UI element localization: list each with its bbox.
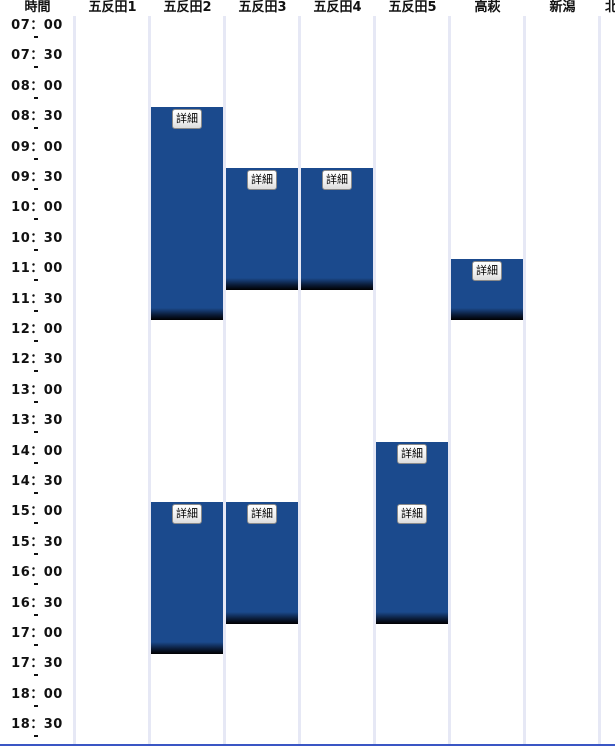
column-divider [223,16,226,744]
room-header: 新潟 [549,0,576,15]
detail-button[interactable]: 詳細 [172,504,202,525]
column-divider [448,16,451,744]
time-tick [34,248,38,251]
time-slot-label: 07：00 [11,18,63,33]
time-slot-label: 09：30 [11,170,63,185]
room-header-row: 時間 五反田1 五反田2 五反田3 五反田4 五反田5 高萩 新潟 北 [0,0,615,16]
time-tick [34,522,38,525]
detail-button[interactable]: 詳細 [397,443,427,464]
booking-block[interactable]: 詳細 [376,502,448,624]
time-slot-label: 12：00 [11,322,63,337]
time-slot-label: 08：00 [11,78,63,94]
time-tick [34,66,38,69]
booking-block[interactable]: 詳細 [151,502,223,655]
detail-button[interactable]: 詳細 [247,504,277,525]
room-header: 五反田3 [238,0,287,15]
detail-button[interactable]: 詳細 [247,170,277,190]
time-slot-label: 13：30 [11,413,63,429]
booking-block[interactable]: 詳細 [151,107,223,320]
time-slot-label: 14：30 [11,474,63,489]
booking-end-shade [451,307,523,320]
booking-end-shade [151,307,223,320]
time-slot-label: 10：30 [11,230,63,246]
time-slot-label: 16：00 [11,565,63,581]
time-tick [34,340,38,342]
time-slot-label: 14：00 [11,443,63,459]
time-axis: 07：00 07：30 08：00 08：30 09：00 09：30 10：00 10：30… [0,16,74,744]
booking-block[interactable]: 詳細 [226,502,298,624]
room-header: 五反田5 [388,0,437,15]
booking-end-shade [226,277,298,290]
time-tick [34,704,38,707]
time-tick [34,309,38,312]
time-tick [34,461,38,464]
time-slot-label: 15：00 [11,504,63,520]
time-slot-label: 13：00 [11,382,63,398]
time-slot-label: 16：30 [11,595,63,611]
booking-block[interactable]: 詳細 [451,259,523,320]
time-slot-label: 12：30 [11,352,63,368]
detail-button[interactable]: 詳細 [472,261,502,282]
detail-button[interactable]: 詳細 [322,170,352,190]
time-tick [34,36,38,38]
time-tick [34,279,38,282]
room-header: 五反田2 [163,0,212,15]
column-divider [73,16,76,744]
booking-block[interactable]: 詳細 [301,168,373,290]
time-tick [34,188,38,190]
room-header: 高萩 [474,0,501,15]
time-tick [34,583,38,586]
detail-button[interactable]: 詳細 [172,109,202,130]
room-header: 五反田1 [88,0,137,15]
booking-end-shade [376,611,448,624]
time-slot-label: 15：30 [11,534,63,550]
room-header: 北 [605,0,615,15]
time-slot-label: 11：30 [11,291,63,307]
time-tick [34,96,38,99]
time-tick [34,674,38,677]
time-tick [34,370,38,373]
time-slot-label: 09：00 [11,139,63,155]
booking-end-shade [301,277,373,290]
time-tick [34,431,38,434]
column-divider [598,16,601,744]
time-slot-label: 17：30 [11,656,63,672]
time-slot-label: 11：00 [11,261,63,277]
time-tick [34,613,38,616]
time-slot-label: 18：30 [11,717,63,733]
time-tick [34,157,38,160]
bottom-divider [0,744,615,746]
time-slot-label: 17：00 [11,626,63,641]
time-tick [34,644,38,646]
column-divider [298,16,301,744]
column-divider [148,16,151,744]
room-header: 五反田4 [313,0,362,15]
time-tick [34,127,38,130]
time-tick [34,552,38,555]
booking-end-shade [226,611,298,624]
booking-end-shade [151,642,223,655]
time-tick [34,218,38,221]
column-divider [373,16,376,744]
time-slot-label: 08：30 [11,109,63,125]
time-tick [34,492,38,494]
time-tick [34,400,38,403]
time-slot-label: 07：30 [11,48,63,64]
time-slot-label: 18：00 [11,686,63,702]
time-tick [34,735,38,738]
booking-block[interactable]: 詳細 [226,168,298,290]
column-divider [523,16,526,744]
detail-button[interactable]: 詳細 [397,504,427,525]
time-slot-label: 10：00 [11,200,63,216]
time-column-header: 時間 [24,0,51,15]
